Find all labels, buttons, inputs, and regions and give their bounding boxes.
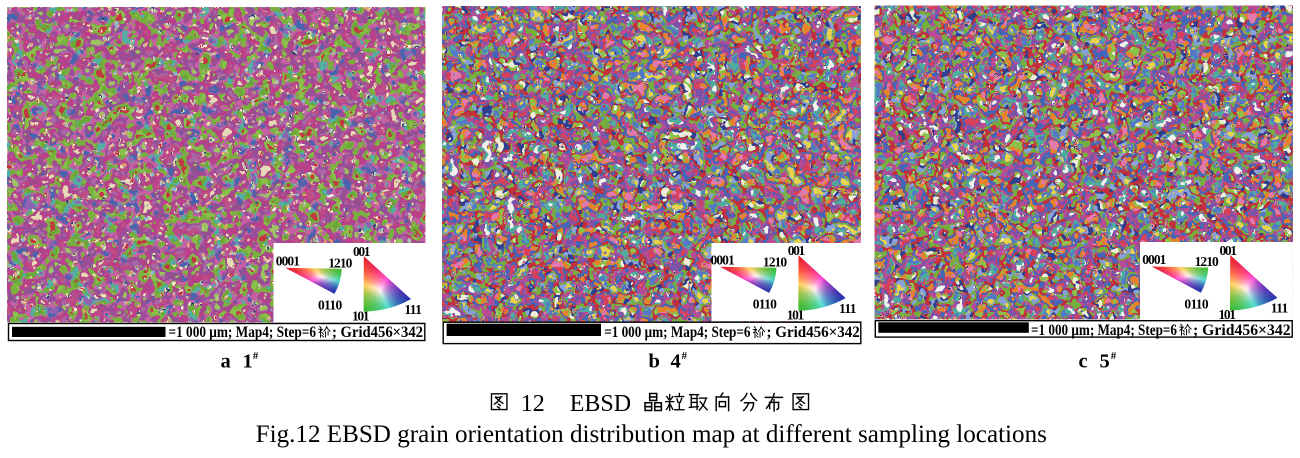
svg-text:; Grid456×342: ; Grid456×342 <box>767 324 861 341</box>
svg-text:; Grid456×342: ; Grid456×342 <box>1193 322 1291 339</box>
svg-text:c: c <box>1079 351 1088 373</box>
svg-text:4: 4 <box>671 351 681 373</box>
svg-text:; Grid456×342: ; Grid456×342 <box>332 324 423 341</box>
svg-text:a: a <box>221 351 231 373</box>
svg-text:5: 5 <box>1100 351 1110 373</box>
svg-text:#: # <box>1111 350 1117 362</box>
svg-text:b: b <box>649 351 660 373</box>
svg-text:#: # <box>253 350 259 362</box>
svg-text:=1 000 μm; Map4; Step=6: =1 000 μm; Map4; Step=6 <box>604 324 751 341</box>
svg-text:=1 000 μm; Map4; Step=6: =1 000 μm; Map4; Step=6 <box>1031 322 1177 339</box>
svg-text:1: 1 <box>243 351 253 373</box>
svg-text:#: # <box>682 350 688 362</box>
svg-text:12: 12 <box>521 391 545 417</box>
svg-text:Fig.12 EBSD grain orientation: Fig.12 EBSD grain orientation distributi… <box>256 421 1047 448</box>
svg-text:=1 000 μm; Map4; Step=6: =1 000 μm; Map4; Step=6 <box>169 324 317 341</box>
svg-text:EBSD: EBSD <box>570 391 631 417</box>
